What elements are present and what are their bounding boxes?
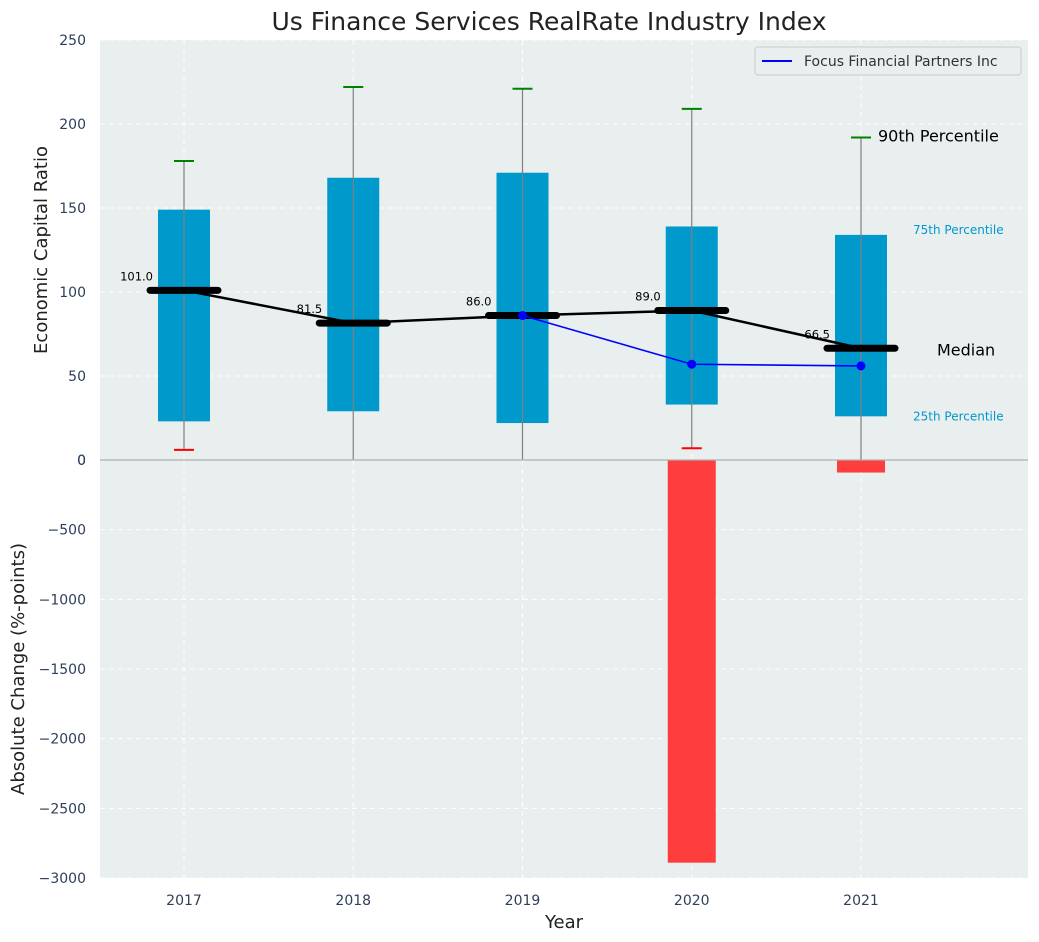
annotation-median: Median <box>937 340 995 359</box>
y-tick-label-top: 150 <box>59 201 86 217</box>
change-bar <box>667 460 716 863</box>
y-axis-label-bottom: Absolute Change (%-points) <box>8 543 29 795</box>
legend-box <box>754 46 1022 76</box>
x-tick-label: 2018 <box>335 893 371 909</box>
y-tick-label-top: 50 <box>68 369 86 385</box>
legend-label: Focus Financial Partners Inc <box>804 54 998 70</box>
annotation-75th: 75th Percentile <box>913 223 1004 237</box>
y-tick-label-top: 0 <box>77 453 86 469</box>
median-value-label: 101.0 <box>120 269 153 283</box>
annotations: 101.0 81.5 86.0 89.0 66.5 90th Percentile 75th… <box>120 126 1004 423</box>
x-tick-label: 2017 <box>166 893 202 909</box>
y-tick-label-bottom: −1500 <box>39 662 86 678</box>
x-tick-label: 2020 <box>674 893 710 909</box>
y-tick-label-bottom: −3000 <box>39 871 86 887</box>
median-value-label: 89.0 <box>635 289 661 303</box>
median-value-label: 81.5 <box>297 302 323 316</box>
median-value-label: 86.0 <box>466 295 492 309</box>
y-axis-label-top: Economic Capital Ratio <box>31 146 52 354</box>
y-tick-label-top: 250 <box>59 33 86 49</box>
x-tick-label: 2021 <box>843 893 879 909</box>
chart-title: Us Finance Services RealRate Industry In… <box>272 7 827 36</box>
legend: Focus Financial Partners Inc <box>754 46 1022 76</box>
median-value-label: 66.5 <box>804 327 830 341</box>
box-plot <box>146 86 899 460</box>
x-axis-label: Year <box>544 912 584 933</box>
annotation-90th: 90th Percentile <box>878 126 999 145</box>
y-tick-label-bottom: 0 <box>77 453 86 469</box>
top-plot-area <box>100 40 1028 460</box>
y-tick-label-bottom: −2500 <box>39 801 86 817</box>
y-tick-label-bottom: −1000 <box>39 592 86 608</box>
change-bars <box>667 460 885 863</box>
y-tick-label-bottom: −2000 <box>39 732 86 748</box>
company-series-point <box>518 311 527 321</box>
company-series-point <box>687 359 697 369</box>
y-tick-label-top: 100 <box>59 285 86 301</box>
y-tick-label-bottom: −500 <box>48 523 86 539</box>
company-series-point <box>856 361 866 371</box>
annotation-25th: 25th Percentile <box>913 409 1004 423</box>
y-tick-label-top: 200 <box>59 117 86 133</box>
x-tick-label: 2019 <box>505 893 541 909</box>
change-bar <box>837 460 885 473</box>
axis-ticks: 0 50 100 150 200 250 −3000 −2500 −2000 −1500 −1000… <box>39 33 879 909</box>
